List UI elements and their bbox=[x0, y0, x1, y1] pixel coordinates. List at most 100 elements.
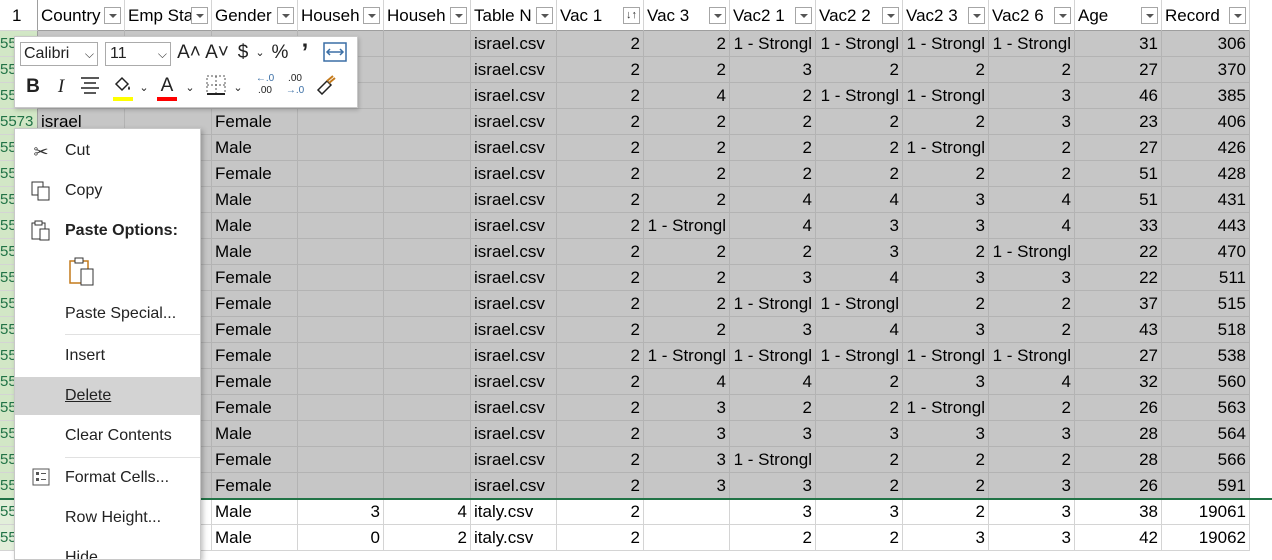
table-cell[interactable]: 1 - Strongl bbox=[903, 135, 989, 161]
table-cell[interactable]: israel.csv bbox=[471, 473, 557, 499]
table-cell[interactable] bbox=[384, 343, 471, 369]
table-cell[interactable]: 19061 bbox=[1162, 499, 1250, 525]
table-cell[interactable]: 2 bbox=[816, 473, 903, 499]
header-row-number[interactable]: 1 bbox=[0, 0, 38, 31]
table-cell[interactable]: israel.csv bbox=[471, 109, 557, 135]
fill-color-icon[interactable] bbox=[109, 75, 135, 101]
table-cell[interactable]: 23 bbox=[1075, 109, 1162, 135]
table-cell[interactable]: 564 bbox=[1162, 421, 1250, 447]
table-cell[interactable]: israel.csv bbox=[471, 57, 557, 83]
table-cell[interactable]: 3 bbox=[730, 473, 816, 499]
table-row[interactable]: 55 Male israel.csv 2 1 - Strongl 4 3 3 4 33 443 bbox=[0, 213, 1272, 239]
menu-item-copy[interactable]: Copy bbox=[15, 172, 200, 210]
table-cell[interactable]: Female bbox=[212, 265, 298, 291]
table-cell[interactable] bbox=[298, 161, 384, 187]
table-cell[interactable]: 3 bbox=[989, 421, 1075, 447]
table-cell[interactable]: 0 bbox=[298, 525, 384, 551]
table-cell[interactable]: Male bbox=[212, 135, 298, 161]
table-cell[interactable]: 3 bbox=[644, 421, 730, 447]
table-cell[interactable]: 2 bbox=[557, 109, 644, 135]
table-cell[interactable]: 1 - Strongl bbox=[730, 291, 816, 317]
table-cell[interactable]: 3 bbox=[730, 57, 816, 83]
filter-dropdown-icon[interactable] bbox=[450, 7, 467, 24]
table-cell[interactable]: 2 bbox=[644, 135, 730, 161]
menu-item-insert[interactable]: Insert bbox=[15, 337, 200, 375]
table-cell[interactable]: 563 bbox=[1162, 395, 1250, 421]
column-header[interactable]: Country bbox=[38, 0, 125, 31]
table-cell[interactable]: 2 bbox=[816, 135, 903, 161]
table-cell[interactable]: Female bbox=[212, 343, 298, 369]
table-cell[interactable]: 22 bbox=[1075, 265, 1162, 291]
table-cell[interactable]: Male bbox=[212, 499, 298, 525]
table-cell[interactable]: 4 bbox=[816, 265, 903, 291]
table-cell[interactable]: 4 bbox=[989, 213, 1075, 239]
table-cell[interactable] bbox=[298, 265, 384, 291]
table-cell[interactable]: 19062 bbox=[1162, 525, 1250, 551]
table-cell[interactable]: 443 bbox=[1162, 213, 1250, 239]
filter-dropdown-icon[interactable] bbox=[1054, 7, 1071, 24]
table-cell[interactable]: 2 bbox=[384, 525, 471, 551]
table-cell[interactable]: 2 bbox=[557, 135, 644, 161]
table-cell[interactable]: Female bbox=[212, 473, 298, 499]
table-cell[interactable] bbox=[384, 291, 471, 317]
table-cell[interactable] bbox=[384, 161, 471, 187]
table-cell[interactable]: 1 - Strongl bbox=[989, 343, 1075, 369]
table-cell[interactable]: 1 - Strongl bbox=[730, 447, 816, 473]
table-cell[interactable] bbox=[384, 473, 471, 499]
table-cell[interactable]: 2 bbox=[557, 395, 644, 421]
shrink-font-icon[interactable]: A˅ bbox=[205, 42, 229, 63]
table-cell[interactable]: 2 bbox=[730, 525, 816, 551]
table-cell[interactable]: 2 bbox=[557, 525, 644, 551]
table-cell[interactable]: 1 - Strongl bbox=[989, 239, 1075, 265]
column-header[interactable]: Vac2 1 bbox=[730, 0, 816, 31]
table-cell[interactable]: 2 bbox=[816, 161, 903, 187]
table-cell[interactable]: 3 bbox=[989, 109, 1075, 135]
table-cell[interactable]: 3 bbox=[903, 187, 989, 213]
filter-dropdown-icon[interactable] bbox=[795, 7, 812, 24]
table-cell[interactable]: 1 - Strongl bbox=[816, 83, 903, 109]
table-cell[interactable]: 4 bbox=[816, 187, 903, 213]
table-cell[interactable]: 2 bbox=[989, 447, 1075, 473]
table-cell[interactable]: 3 bbox=[816, 421, 903, 447]
table-cell[interactable]: Female bbox=[212, 447, 298, 473]
table-cell[interactable]: Female bbox=[212, 369, 298, 395]
chevron-down-icon[interactable]: ⌵ bbox=[84, 47, 94, 61]
table-cell[interactable] bbox=[384, 239, 471, 265]
borders-icon[interactable] bbox=[203, 75, 229, 101]
chevron-down-icon[interactable]: ⌵ bbox=[157, 47, 167, 61]
filter-dropdown-icon[interactable] bbox=[363, 7, 380, 24]
table-cell[interactable]: 31 bbox=[1075, 31, 1162, 57]
table-cell[interactable]: 3 bbox=[644, 395, 730, 421]
table-cell[interactable]: 1 - Strongl bbox=[903, 83, 989, 109]
table-cell[interactable]: 1 - Strongl bbox=[730, 343, 816, 369]
table-cell[interactable] bbox=[298, 291, 384, 317]
table-cell[interactable]: 2 bbox=[989, 135, 1075, 161]
table-cell[interactable]: Male bbox=[212, 187, 298, 213]
table-cell[interactable]: 2 bbox=[816, 109, 903, 135]
table-cell[interactable]: Male bbox=[212, 525, 298, 551]
table-cell[interactable]: 2 bbox=[557, 317, 644, 343]
table-cell[interactable]: 27 bbox=[1075, 57, 1162, 83]
comma-style-icon[interactable]: ’ bbox=[301, 39, 309, 66]
table-cell[interactable]: 1 - Strongl bbox=[644, 213, 730, 239]
table-cell[interactable]: 3 bbox=[816, 239, 903, 265]
table-cell[interactable] bbox=[298, 109, 384, 135]
table-cell[interactable] bbox=[384, 213, 471, 239]
table-cell[interactable]: 51 bbox=[1075, 161, 1162, 187]
column-header[interactable]: Vac2 2 bbox=[816, 0, 903, 31]
filter-dropdown-icon[interactable] bbox=[277, 7, 294, 24]
table-cell[interactable]: 3 bbox=[644, 447, 730, 473]
table-cell[interactable]: 51 bbox=[1075, 187, 1162, 213]
table-cell[interactable]: 3 bbox=[903, 317, 989, 343]
table-cell[interactable]: 4 bbox=[384, 499, 471, 525]
column-header[interactable]: Gender bbox=[212, 0, 298, 31]
table-cell[interactable]: israel.csv bbox=[471, 421, 557, 447]
table-cell[interactable]: 370 bbox=[1162, 57, 1250, 83]
table-cell[interactable] bbox=[384, 83, 471, 109]
table-cell[interactable] bbox=[298, 421, 384, 447]
table-cell[interactable]: 46 bbox=[1075, 83, 1162, 109]
table-cell[interactable]: 3 bbox=[816, 499, 903, 525]
table-cell[interactable]: 1 - Strongl bbox=[816, 31, 903, 57]
table-cell[interactable]: 1 - Strongl bbox=[903, 31, 989, 57]
